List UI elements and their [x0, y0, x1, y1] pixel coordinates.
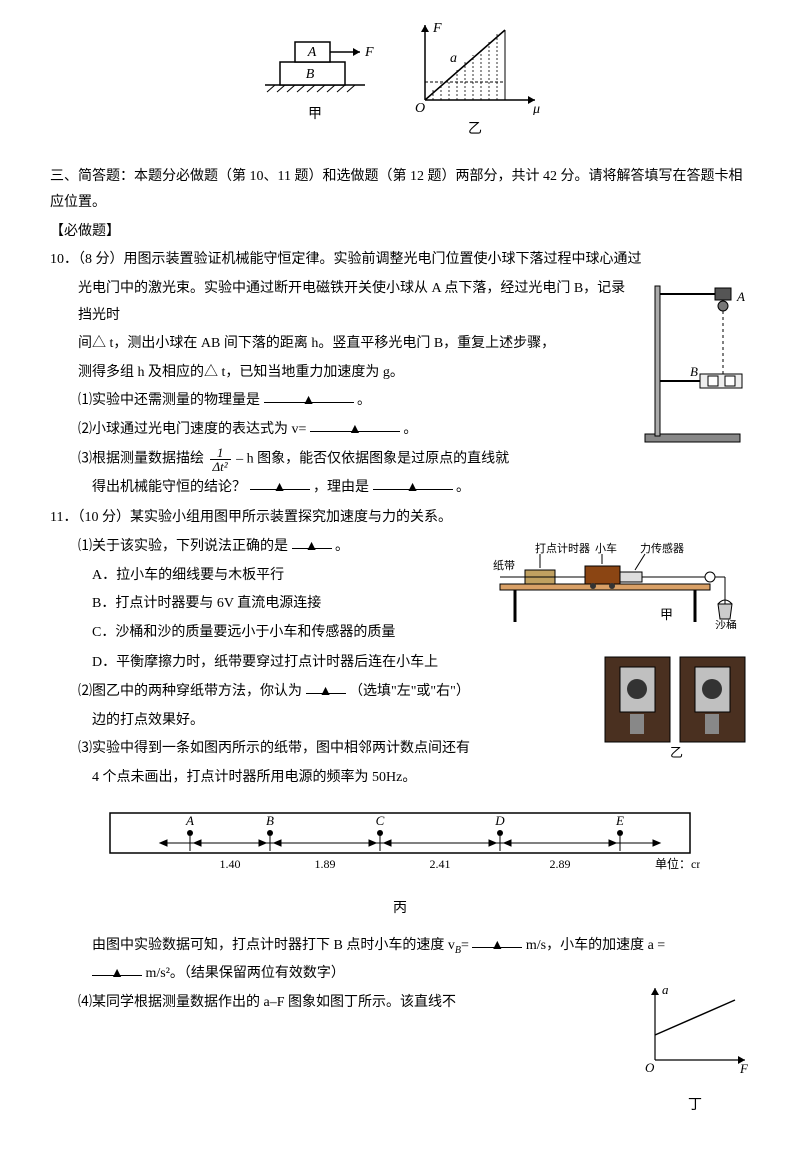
- label-jia: 甲: [308, 102, 322, 129]
- blank-vB[interactable]: ▲: [472, 933, 522, 948]
- aF-graph: a F O 丁: [640, 980, 750, 1119]
- q11-3c: 由图中实验数据可知，打点计时器打下 B 点时小车的速度 vB= ▲ m/s，小车…: [50, 933, 750, 960]
- svg-text:1.40: 1.40: [220, 857, 241, 871]
- q11-timer-fig: 乙: [600, 652, 750, 773]
- q11-stem: 11．（10 分）某实验小组用图甲所示装置探究加速度与力的关系。: [50, 505, 750, 532]
- blank-q10-1[interactable]: ▲: [264, 388, 354, 403]
- svg-text:力传感器: 力传感器: [640, 542, 684, 555]
- svg-text:a: a: [662, 982, 669, 997]
- svg-text:a: a: [450, 51, 457, 66]
- blank-q10-3a[interactable]: ▲: [250, 475, 310, 490]
- svg-text:E: E: [615, 813, 624, 828]
- required-label: 【必做题】: [50, 219, 750, 246]
- graph-F-mu: F μ O a: [405, 20, 545, 115]
- figure-yi: F μ O a 乙: [405, 20, 545, 144]
- section-3-heading: 三、简答题：本题分必做题（第 10、11 题）和选做题（第 12 题）两部分，共…: [50, 164, 750, 217]
- svg-text:D: D: [494, 813, 505, 828]
- svg-text:A: A: [736, 289, 745, 304]
- q10-apparatus: A B: [640, 276, 750, 457]
- svg-text:A: A: [185, 813, 194, 828]
- blank-a[interactable]: ▲: [92, 961, 142, 976]
- svg-text:O: O: [645, 1060, 655, 1075]
- svg-text:沙桶: 沙桶: [715, 618, 737, 629]
- svg-text:F: F: [432, 21, 442, 36]
- svg-text:小车: 小车: [595, 541, 617, 555]
- label-F: F: [364, 45, 374, 60]
- svg-text:单位：cm: 单位：cm: [655, 856, 700, 871]
- q10-3b: 得出机械能守恒的结论？ ▲ ，理由是 ▲ 。: [50, 475, 750, 502]
- q11-setup-fig: 打点计时器 小车 力传感器 纸带 甲 沙桶: [490, 534, 750, 640]
- svg-text:1.89: 1.89: [315, 857, 336, 871]
- blank-q11-2[interactable]: ▲: [306, 679, 346, 694]
- block-diagram: B A F: [255, 20, 375, 100]
- figure-jia: B A F 甲: [255, 20, 375, 144]
- fraction: 1 Δt²: [210, 446, 231, 473]
- svg-text:C: C: [376, 813, 385, 828]
- svg-text:甲: 甲: [660, 607, 673, 622]
- blank-q10-2[interactable]: ▲: [310, 417, 400, 432]
- blank-q10-3b[interactable]: ▲: [373, 475, 453, 490]
- tape-figure: A B C D E 1.40 1.89 2.41 2.89 单位：cm: [50, 803, 750, 922]
- label-yi: 乙: [468, 117, 482, 144]
- svg-text:纸带: 纸带: [493, 559, 515, 572]
- svg-text:μ: μ: [532, 102, 540, 115]
- svg-text:2.41: 2.41: [430, 857, 451, 871]
- svg-text:F: F: [739, 1061, 749, 1076]
- svg-text:打点计时器: 打点计时器: [535, 541, 590, 555]
- top-figures: B A F 甲 F μ O: [50, 20, 750, 144]
- blank-q11-1[interactable]: ▲: [292, 534, 332, 549]
- label-A: A: [307, 45, 317, 60]
- svg-text:O: O: [415, 101, 425, 115]
- q10-stem-a: 10．（8 分）用图示装置验证机械能守恒定律。实验前调整光电门位置使小球下落过程…: [50, 247, 750, 274]
- svg-text:B: B: [266, 813, 274, 828]
- svg-text:乙: 乙: [670, 745, 683, 760]
- svg-text:B: B: [690, 364, 698, 379]
- svg-text:2.89: 2.89: [550, 857, 571, 871]
- label-B: B: [306, 67, 315, 82]
- graph-label: 丁: [640, 1093, 750, 1120]
- tape-label: 丙: [50, 896, 750, 923]
